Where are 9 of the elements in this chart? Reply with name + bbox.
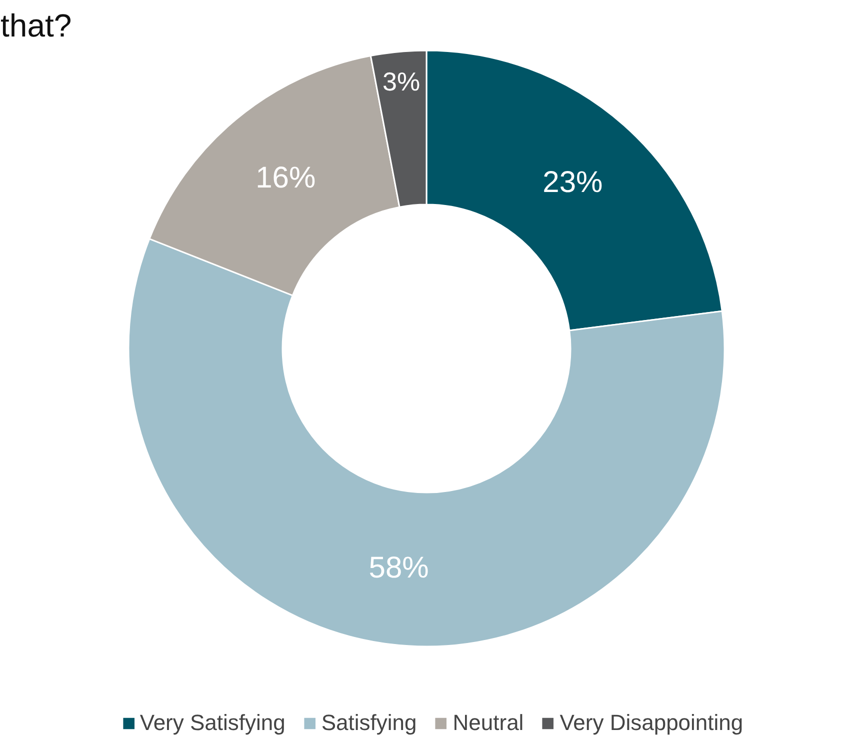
data-label: 58% [368,551,429,584]
legend-label: Neutral [452,710,524,736]
data-label: 23% [542,166,603,200]
legend-label: Very Satisfying [140,710,286,736]
legend-label: Satisfying [321,710,417,736]
legend-label: Very Disappointing [560,710,744,736]
data-label: 16% [256,162,316,195]
data-label: 3% [382,66,420,97]
chart-title: that? [0,8,72,44]
